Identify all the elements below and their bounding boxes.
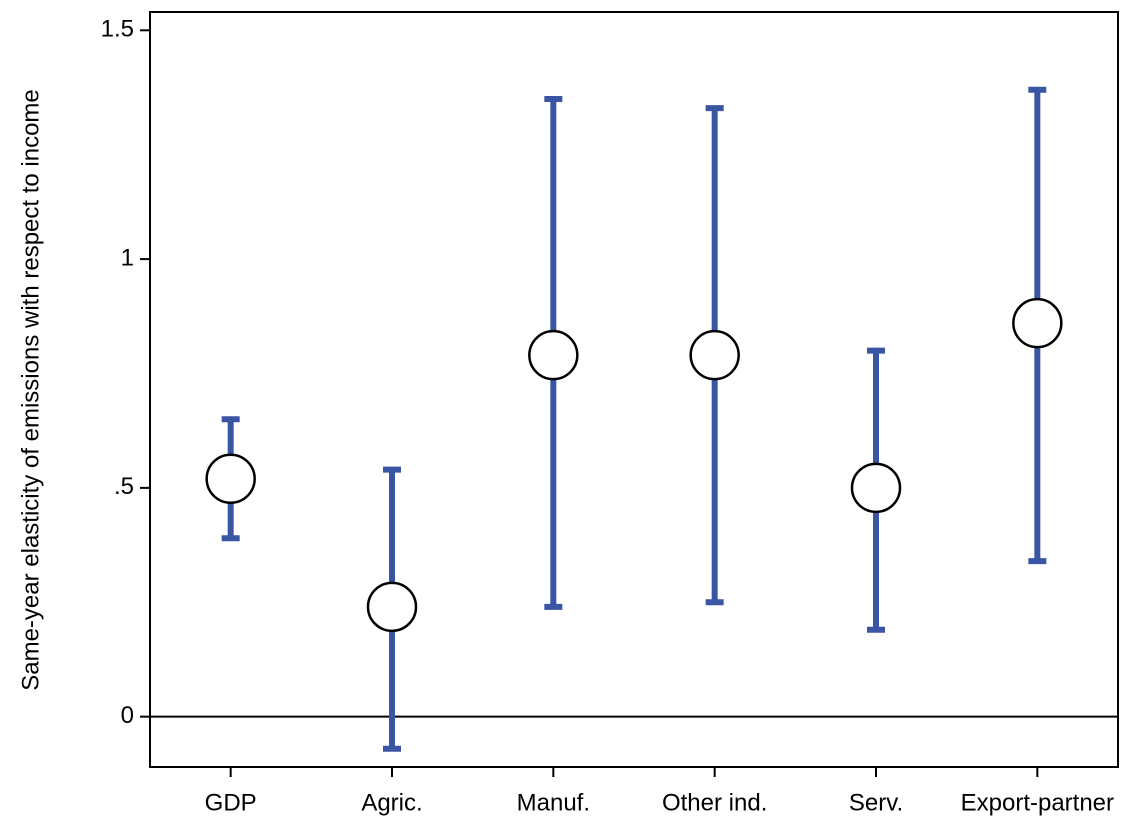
- plot-frame: [149, 11, 1119, 768]
- y-tick-label: 0: [121, 702, 134, 729]
- x-tick-label: Agric.: [361, 789, 422, 816]
- point-estimate: [850, 462, 902, 514]
- y-tick-label: 1.5: [101, 16, 134, 43]
- x-tick-label: Export-partner: [961, 789, 1114, 816]
- y-tick-label: .5: [114, 473, 134, 500]
- x-tick-label: GDP: [205, 789, 257, 816]
- point-estimate: [1012, 297, 1063, 349]
- x-tick-label: Other ind.: [662, 789, 767, 816]
- point-estimate: [205, 453, 256, 504]
- y-axis-label: Same-year elasticity of emissions with r…: [17, 89, 44, 691]
- y-tick-label: 1: [121, 244, 134, 271]
- x-tick-label: Manuf.: [517, 789, 590, 816]
- x-tick-label: Serv.: [849, 789, 903, 816]
- point-estimate: [528, 329, 579, 381]
- point-estimate: [689, 329, 740, 381]
- point-estimate: [366, 581, 418, 633]
